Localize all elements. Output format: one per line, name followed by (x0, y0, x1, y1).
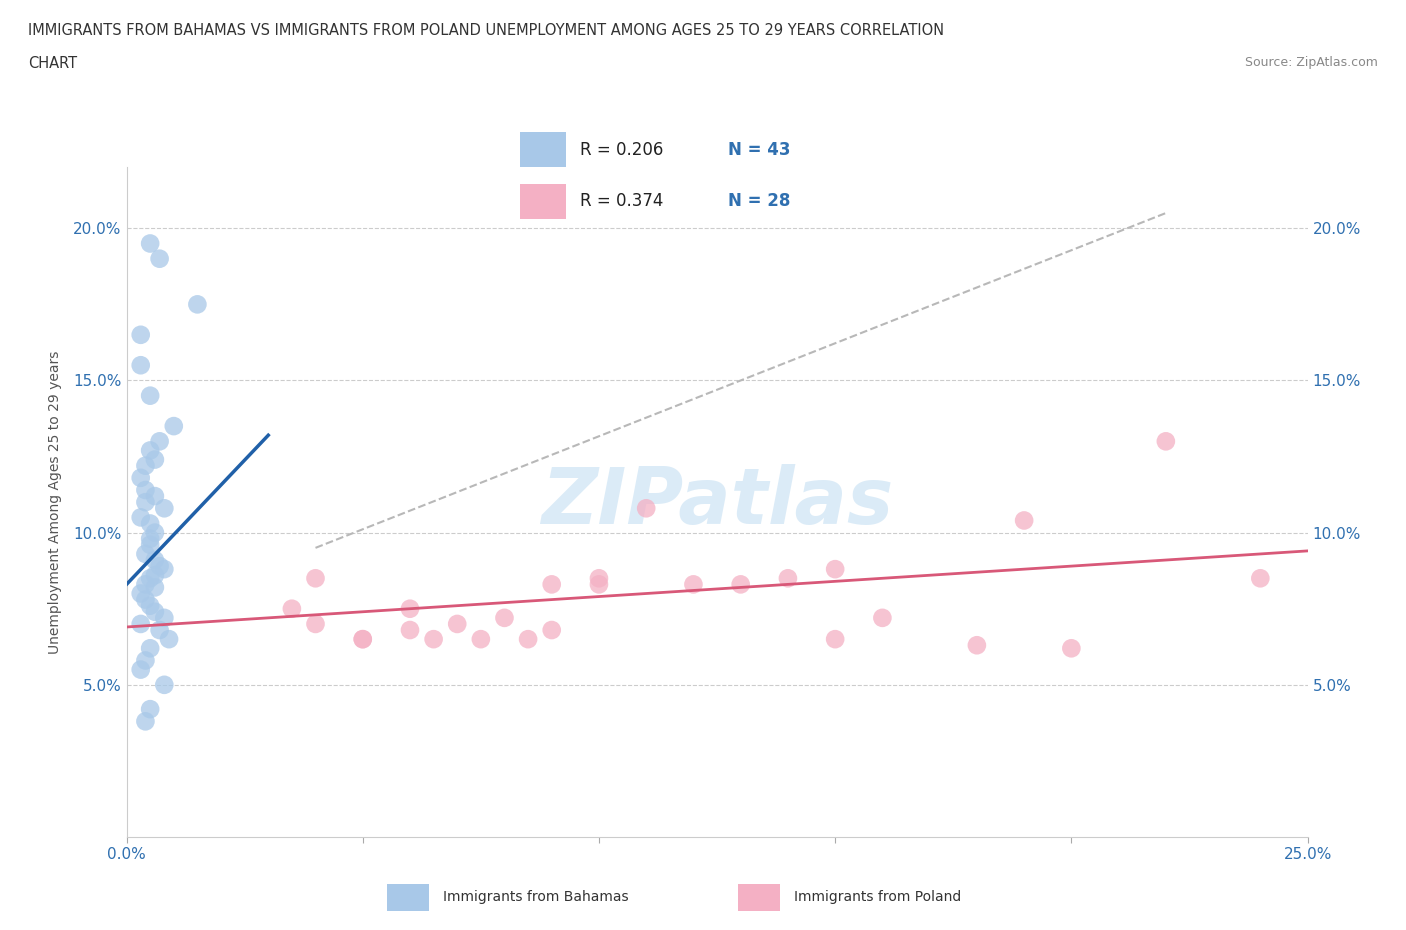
Text: R = 0.206: R = 0.206 (579, 140, 664, 159)
FancyBboxPatch shape (520, 184, 565, 219)
Point (139, 641, 162, 656)
Point (134, 577, 156, 591)
Point (129, 510, 152, 525)
Point (682, 577, 704, 591)
Point (139, 388, 162, 403)
Point (129, 358, 152, 373)
Text: Immigrants from Bahamas: Immigrants from Bahamas (443, 890, 628, 905)
Point (143, 525, 166, 540)
Point (134, 714, 156, 729)
Text: N = 43: N = 43 (728, 140, 790, 159)
FancyBboxPatch shape (738, 884, 780, 911)
Point (139, 571, 162, 586)
Point (129, 617, 152, 631)
Point (134, 592, 156, 607)
Point (1249, 571, 1271, 586)
Point (163, 418, 186, 433)
Point (134, 653, 156, 668)
Text: CHART: CHART (28, 56, 77, 71)
Point (470, 631, 492, 646)
Point (143, 568, 166, 583)
Point (588, 577, 610, 591)
Point (134, 495, 156, 510)
Point (304, 571, 326, 586)
Point (153, 501, 176, 516)
Point (824, 631, 846, 646)
Point (139, 516, 162, 531)
Point (824, 562, 846, 577)
Point (540, 577, 562, 591)
Point (129, 586, 152, 601)
Point (134, 458, 156, 473)
Point (352, 631, 374, 646)
Point (139, 531, 162, 546)
FancyBboxPatch shape (520, 132, 565, 166)
Point (143, 552, 166, 567)
Point (186, 297, 208, 312)
Point (1060, 641, 1083, 656)
Point (149, 251, 172, 266)
Text: N = 28: N = 28 (728, 193, 790, 210)
Point (517, 631, 540, 646)
Point (422, 631, 444, 646)
Point (399, 602, 422, 617)
Point (588, 571, 610, 586)
Point (281, 602, 304, 617)
Point (157, 631, 180, 646)
Point (872, 610, 894, 625)
Point (143, 604, 166, 619)
Point (143, 452, 166, 467)
Point (1012, 513, 1035, 528)
Point (1154, 434, 1177, 449)
Point (636, 501, 658, 516)
Point (139, 236, 162, 251)
Text: Immigrants from Poland: Immigrants from Poland (794, 890, 962, 905)
Point (129, 471, 152, 485)
Point (399, 622, 422, 637)
FancyBboxPatch shape (387, 884, 429, 911)
Point (153, 610, 176, 625)
Point (149, 622, 172, 637)
Point (149, 559, 172, 574)
Point (139, 702, 162, 717)
Point (129, 662, 152, 677)
Point (143, 488, 166, 503)
Point (352, 631, 374, 646)
Point (139, 598, 162, 613)
Text: Source: ZipAtlas.com: Source: ZipAtlas.com (1244, 56, 1378, 69)
Text: IMMIGRANTS FROM BAHAMAS VS IMMIGRANTS FROM POLAND UNEMPLOYMENT AMONG AGES 25 TO : IMMIGRANTS FROM BAHAMAS VS IMMIGRANTS FR… (28, 23, 945, 38)
Point (730, 577, 752, 591)
Point (143, 580, 166, 595)
Point (494, 610, 516, 625)
Point (153, 562, 176, 577)
Point (540, 622, 562, 637)
Point (149, 434, 172, 449)
Point (139, 443, 162, 458)
Point (776, 571, 799, 586)
Y-axis label: Unemployment Among Ages 25 to 29 years: Unemployment Among Ages 25 to 29 years (48, 351, 62, 654)
Point (966, 638, 988, 653)
Point (129, 327, 152, 342)
Point (304, 617, 326, 631)
Point (153, 677, 176, 692)
Text: R = 0.374: R = 0.374 (579, 193, 664, 210)
Point (139, 538, 162, 552)
Text: ZIPatlas: ZIPatlas (541, 464, 893, 540)
Point (134, 547, 156, 562)
Point (446, 617, 468, 631)
Point (134, 483, 156, 498)
